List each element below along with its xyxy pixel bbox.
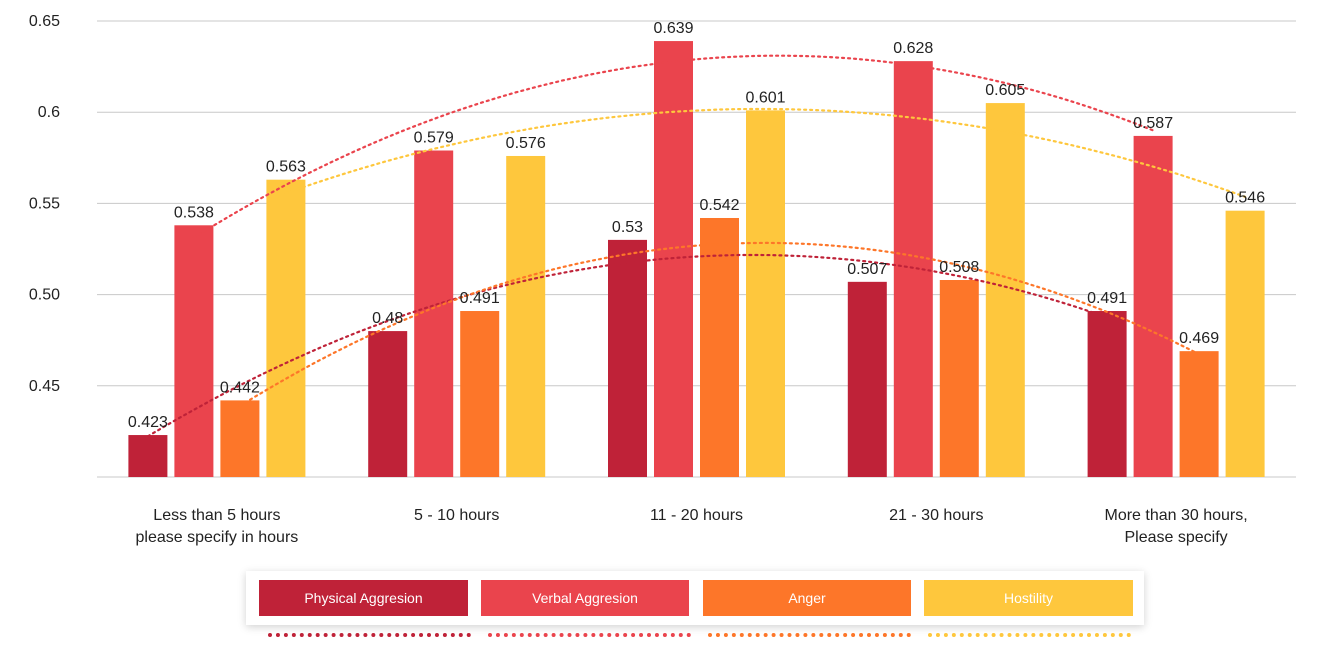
legend-item-hostility[interactable]: Hostility	[924, 580, 1133, 616]
bar	[128, 435, 168, 477]
trendline	[192, 54, 1155, 239]
data-label: 0.628	[893, 40, 933, 57]
y-axis-ticks: 0.65 0.6 0.55 0.50 0.45	[29, 13, 60, 395]
category-label: 11 - 20 hours	[650, 507, 743, 524]
bar	[746, 110, 785, 477]
data-label: 0.639	[653, 20, 693, 37]
legend-item-anger[interactable]: Anger	[703, 580, 911, 616]
category-label: 5 - 10 hours	[414, 507, 499, 524]
trendline	[146, 253, 1109, 438]
bar	[414, 150, 454, 477]
category-label: Please specify	[1125, 529, 1228, 546]
bar	[220, 400, 260, 477]
bar	[1179, 351, 1219, 477]
data-label: 0.507	[847, 261, 887, 278]
bar	[939, 280, 979, 477]
bar	[1087, 311, 1127, 477]
data-label: 0.546	[1225, 190, 1265, 207]
data-labels: 0.423 0.48 0.53 0.507 0.491 0.538 0.579 0.639 0.…	[128, 20, 1265, 431]
category-label: please specify in hours	[136, 529, 299, 546]
bar	[174, 225, 214, 477]
category-label: 21 - 30 hours	[889, 507, 983, 524]
legend-label: Hostility	[1003, 590, 1053, 606]
y-tick-label: 0.50	[29, 287, 60, 304]
legend-item-verbal-aggresion[interactable]: Verbal Aggresion	[481, 580, 689, 616]
legend: Physical Aggresion Verbal Aggresion Ange…	[246, 571, 1144, 625]
data-label: 0.579	[414, 130, 454, 147]
bar	[700, 217, 739, 477]
legend-trendline-physical-aggresion	[268, 633, 471, 637]
data-label: 0.563	[266, 159, 306, 176]
data-label: 0.53	[612, 219, 643, 236]
data-label: 0.48	[372, 310, 403, 327]
legend-trendline-hostility	[928, 633, 1131, 637]
x-axis-categories: Less than 5 hours please specify in hours…	[136, 507, 1248, 546]
bar	[266, 179, 306, 478]
category-label: More than 30 hours,	[1104, 507, 1247, 524]
bar	[893, 61, 933, 478]
legend-label: Anger	[788, 590, 826, 606]
y-tick-label: 0.6	[38, 104, 60, 121]
legend-label: Physical Aggresion	[304, 590, 423, 606]
data-label: 0.601	[745, 89, 785, 106]
data-label: 0.491	[460, 290, 500, 307]
data-label: 0.542	[699, 197, 739, 214]
bars	[128, 41, 1265, 478]
bar	[608, 239, 647, 477]
trendlines	[146, 54, 1247, 438]
legend-label: Verbal Aggresion	[532, 590, 638, 606]
data-label: 0.587	[1133, 115, 1173, 132]
bar	[1133, 135, 1173, 478]
legend-item-physical-aggresion[interactable]: Physical Aggresion	[259, 580, 468, 616]
data-label: 0.469	[1179, 330, 1219, 347]
data-label: 0.605	[985, 82, 1025, 99]
y-tick-label: 0.65	[29, 13, 60, 30]
legend-trendline-anger	[708, 633, 911, 637]
trendline	[238, 241, 1201, 408]
bar	[460, 311, 500, 477]
data-label: 0.508	[939, 259, 979, 276]
trendline	[284, 107, 1247, 198]
legend-trendline-verbal-aggresion	[488, 633, 691, 637]
bar	[506, 155, 546, 477]
bar	[847, 281, 887, 477]
y-tick-label: 0.45	[29, 378, 60, 395]
bar	[1225, 210, 1265, 478]
bar	[368, 331, 408, 477]
data-label: 0.442	[220, 379, 260, 396]
category-label: Less than 5 hours	[153, 507, 280, 524]
y-tick-label: 0.55	[29, 195, 60, 212]
data-label: 0.423	[128, 414, 168, 431]
data-label: 0.538	[174, 204, 214, 221]
data-label: 0.491	[1087, 290, 1127, 307]
data-label: 0.576	[506, 135, 546, 152]
